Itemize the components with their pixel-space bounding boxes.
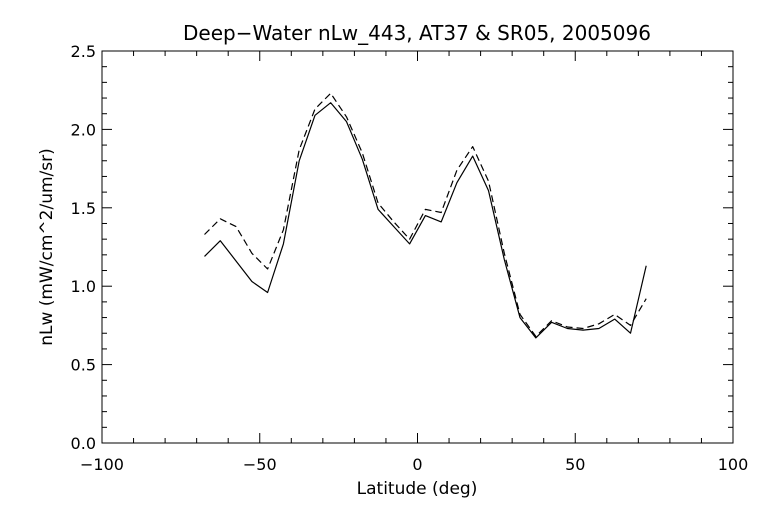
solid-series-line (204, 102, 647, 339)
y-tick-label: 0.0 (71, 434, 96, 453)
x-tick-label: 100 (718, 455, 749, 474)
y-tick-label: 2.0 (71, 120, 96, 139)
y-tick-label: 2.5 (71, 42, 96, 61)
chart-title: Deep−Water nLw_443, AT37 & SR05, 2005096 (183, 21, 651, 45)
x-tick-label: 0 (412, 455, 422, 474)
axis-tick-labels: −100 −50 0 50 100 0.0 0.5 1.0 1.5 2.0 2.5 (71, 42, 749, 474)
series-lines (204, 92, 647, 339)
x-tick-label: −100 (80, 455, 124, 474)
x-tick-label: −50 (243, 455, 277, 474)
y-tick-label: 1.0 (71, 277, 96, 296)
dashed-series-line (204, 92, 647, 337)
y-tick-label: 1.5 (71, 199, 96, 218)
plot-area-frame (101, 50, 734, 444)
axis-ticks (101, 50, 734, 444)
y-tick-label: 0.5 (71, 356, 96, 375)
x-axis-label: Latitude (deg) (357, 479, 478, 499)
x-tick-label: 50 (565, 455, 585, 474)
y-axis-label: nLw (mW/cm^2/um/sr) (37, 148, 57, 346)
